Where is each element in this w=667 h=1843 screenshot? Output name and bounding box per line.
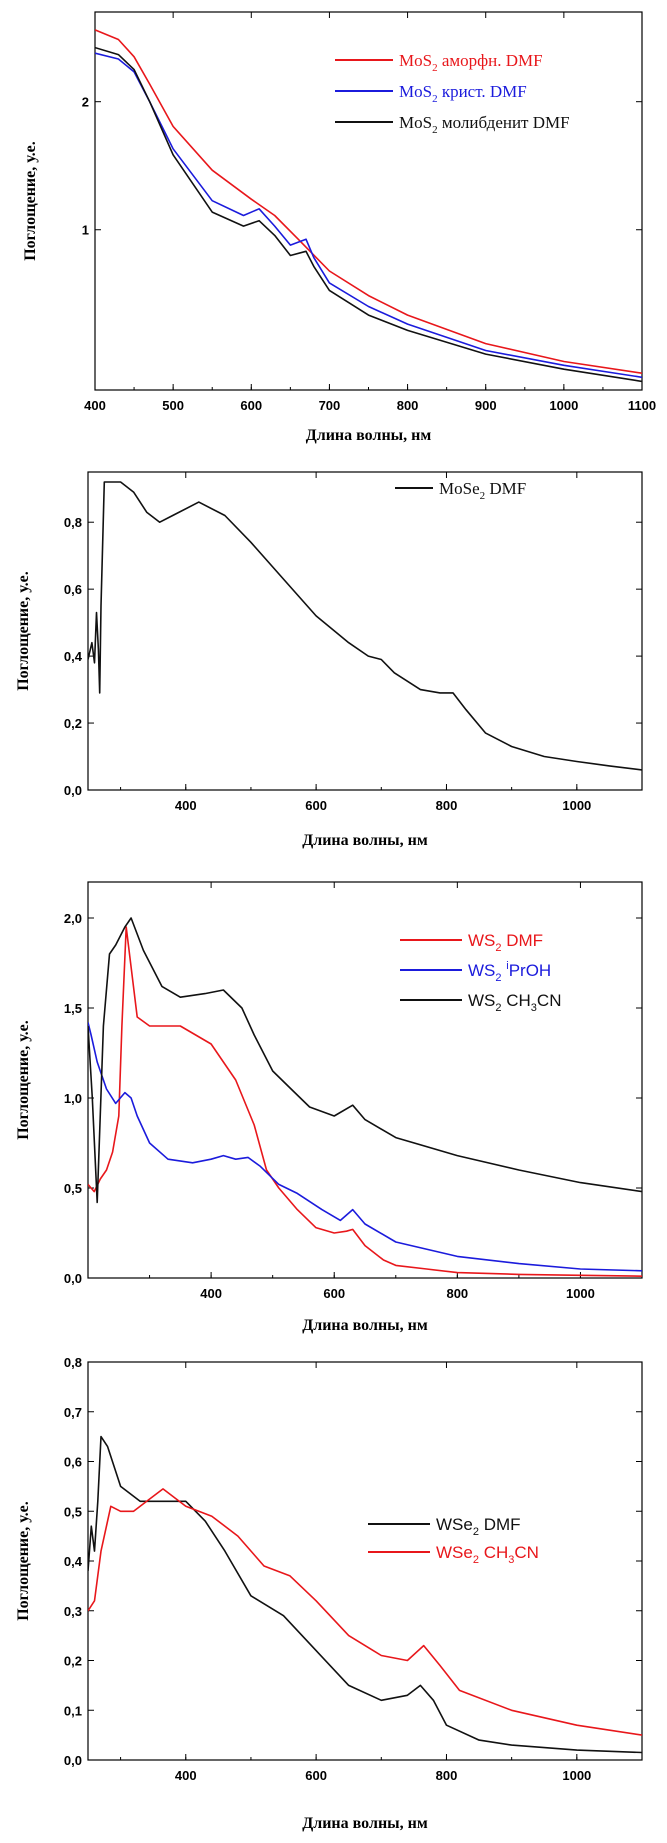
legend-label: MoS2 аморфн. DMF <box>399 51 543 74</box>
chart-wse2: 400 600 800 1000 0,0 0,1 0,2 0,3 0,4 0,5 0,6 0,7 0,8… <box>0 1350 667 1843</box>
y-tick-label: 0,2 <box>64 1654 82 1669</box>
series-line-0 <box>88 481 642 771</box>
y-tick-label: 0,2 <box>64 716 82 731</box>
y-axis-label: Поглощение, у.е. <box>15 1501 32 1621</box>
x-tick-label: 600 <box>305 798 327 813</box>
y-tick-label: 0,6 <box>64 582 82 597</box>
series-line-0 <box>88 1435 642 1754</box>
chart-ws2-svg: 400 600 800 1000 0,0 0,5 1,0 1,5 2,0 Длина волны,… <box>15 881 643 1334</box>
legend-label: MoS2 крист. DMF <box>399 82 527 105</box>
x-tick-label: 600 <box>240 398 262 413</box>
x-tick-label: 400 <box>175 1768 197 1783</box>
y-tick-label: 0,4 <box>64 1554 83 1569</box>
series-line-0 <box>88 926 642 1277</box>
plot-frame <box>87 1361 643 1761</box>
x-tick-label: 800 <box>436 1768 458 1783</box>
y-axis-label: Поглощение, у.е. <box>22 141 39 261</box>
y-tick-label: 0,4 <box>64 649 83 664</box>
y-tick-label: 0,5 <box>64 1181 82 1196</box>
x-tick-label: 800 <box>397 398 419 413</box>
x-tick-label: 400 <box>200 1286 222 1301</box>
chart-ws2: 400 600 800 1000 0,0 0,5 1,0 1,5 2,0 Длина волны,… <box>0 870 667 1350</box>
y-tick-label: 0,0 <box>64 783 82 798</box>
chart-wse2-svg: 400 600 800 1000 0,0 0,1 0,2 0,3 0,4 0,5 0,6 0,7 0,8… <box>15 1355 643 1832</box>
y-tick-label: 0,0 <box>64 1271 82 1286</box>
plot-frame <box>87 881 643 1279</box>
x-axis-label: Длина волны, нм <box>306 427 432 444</box>
legend-label: WS2 CH3CN <box>468 991 561 1014</box>
plot-frame <box>87 471 643 791</box>
y-tick-label: 0,8 <box>64 515 82 530</box>
x-tick-label: 800 <box>436 798 458 813</box>
legend-label: WS2 DMF <box>468 931 543 954</box>
y-tick-label: 0,7 <box>64 1405 82 1420</box>
x-tick-label: 400 <box>84 398 106 413</box>
x-tick-label: 900 <box>475 398 497 413</box>
series-line-1 <box>88 1488 642 1736</box>
x-tick-label: 800 <box>446 1286 468 1301</box>
y-axis-label: Поглощение, у.е. <box>15 571 32 691</box>
x-axis-label: Длина волны, нм <box>302 1317 428 1334</box>
chart-mos2: 400 500 600 700 800 900 1000 1100 1 2 Длина волны,… <box>0 0 667 460</box>
y-tick-label: 1 <box>82 223 89 238</box>
x-tick-label: 1000 <box>549 398 578 413</box>
series-line-2 <box>88 917 642 1204</box>
series-line-2 <box>95 46 642 383</box>
series-line-1 <box>95 52 642 379</box>
x-tick-label: 700 <box>319 398 341 413</box>
legend-label: MoS2 молибденит DMF <box>399 113 570 136</box>
chart-mos2-svg: 400 500 600 700 800 900 1000 1100 1 2 Длина волны,… <box>22 11 656 444</box>
x-tick-label: 600 <box>305 1768 327 1783</box>
x-tick-label: 400 <box>175 798 197 813</box>
x-tick-label: 1000 <box>562 798 591 813</box>
y-axis-label: Поглощение, у.е. <box>15 1020 32 1140</box>
chart-mose2: 400 600 800 1000 0,0 0,2 0,4 0,6 0,8 Длина волны,… <box>0 460 667 870</box>
y-tick-label: 0,3 <box>64 1604 82 1619</box>
y-tick-label: 0,8 <box>64 1355 82 1370</box>
x-tick-label: 500 <box>162 398 184 413</box>
legend-label: MoSe2 DMF <box>439 479 526 502</box>
legend-label: WS2 iPrOH <box>468 960 551 984</box>
x-axis-label: Длина волны, нм <box>302 832 428 849</box>
series-line-0 <box>95 29 642 374</box>
x-tick-label: 1100 <box>628 398 656 413</box>
x-tick-label: 600 <box>323 1286 345 1301</box>
y-tick-label: 1,5 <box>64 1001 82 1016</box>
x-tick-label: 1000 <box>562 1768 591 1783</box>
x-axis-label: Длина волны, нм <box>302 1815 428 1832</box>
legend-label: WSe2 DMF <box>436 1515 521 1538</box>
y-tick-label: 0,6 <box>64 1455 82 1470</box>
y-tick-label: 0,5 <box>64 1504 82 1519</box>
series-line-1 <box>88 1022 642 1272</box>
y-tick-label: 0,1 <box>64 1703 82 1718</box>
x-tick-label: 1000 <box>566 1286 595 1301</box>
chart-mose2-svg: 400 600 800 1000 0,0 0,2 0,4 0,6 0,8 Длина волны,… <box>15 471 643 849</box>
y-tick-label: 2 <box>82 95 89 110</box>
plot-frame <box>94 11 643 391</box>
legend-label: WSe2 CH3CN <box>436 1543 539 1566</box>
y-tick-label: 0,0 <box>64 1753 82 1768</box>
y-tick-label: 2,0 <box>64 911 82 926</box>
y-tick-label: 1,0 <box>64 1091 82 1106</box>
